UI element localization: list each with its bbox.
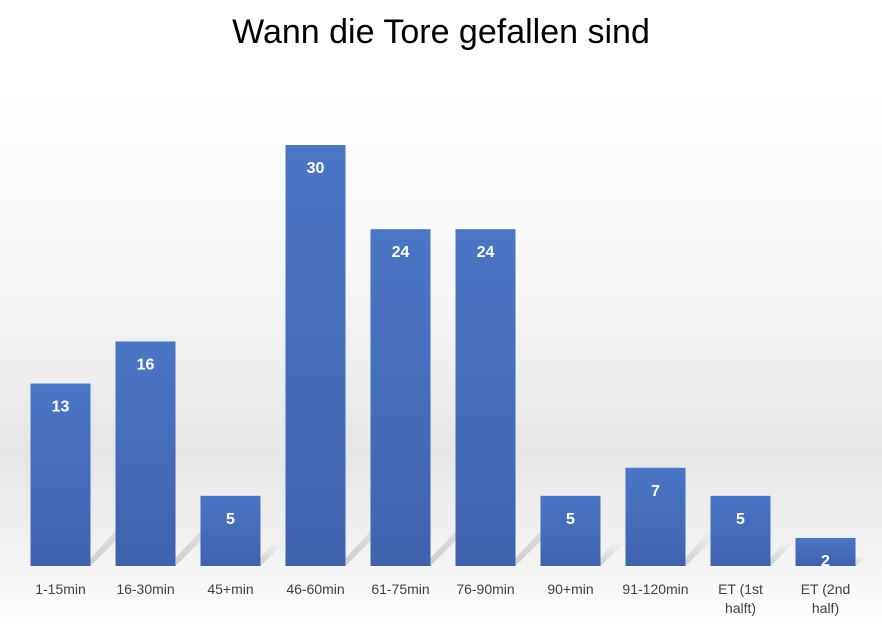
data-label: 30: [307, 160, 325, 177]
data-labels: 13 16 5 30 24 24 5 7 5 2: [52, 160, 830, 570]
tick-label: ET (2nd half): [801, 581, 851, 616]
data-label: 5: [566, 511, 575, 528]
data-label: 5: [736, 511, 745, 528]
bar: [795, 537, 856, 566]
tick-label: 1-15min: [35, 581, 86, 597]
bar: [540, 495, 601, 566]
data-label: 13: [52, 399, 70, 416]
data-label: 24: [392, 244, 410, 261]
bar: [370, 229, 431, 566]
x-axis-tick-labels: 1-15min 16-30min 45+min 46-60min 61-75min 76-…: [35, 581, 850, 616]
data-label: 24: [477, 244, 495, 261]
tick-label: 45+min: [207, 581, 253, 597]
tick-label: 46-60min: [286, 581, 344, 597]
bar: [625, 467, 686, 566]
data-label: 16: [137, 356, 155, 373]
data-label: 7: [651, 483, 660, 500]
tick-label: 61-75min: [371, 581, 429, 597]
bar: [30, 383, 91, 566]
bar-shadow: [540, 541, 626, 566]
bar: [115, 341, 176, 566]
bar-shadow: [625, 531, 720, 566]
bar: [455, 229, 516, 566]
bar-shadow: [200, 541, 286, 566]
tick-label: 91-120min: [622, 581, 688, 597]
bar: [200, 495, 261, 566]
tick-label: 76-90min: [456, 581, 514, 597]
data-label: 2: [821, 553, 830, 570]
data-label: 5: [226, 511, 235, 528]
tick-label: 16-30min: [116, 581, 174, 597]
bar-shadow: [710, 541, 796, 566]
tick-label: ET (1st halft): [718, 581, 763, 616]
tick-label: 90+min: [547, 581, 593, 597]
chart-title: Wann die Tore gefallen sind: [232, 13, 650, 51]
bars: [30, 145, 856, 566]
bar: [285, 145, 346, 566]
bar: [710, 495, 771, 566]
